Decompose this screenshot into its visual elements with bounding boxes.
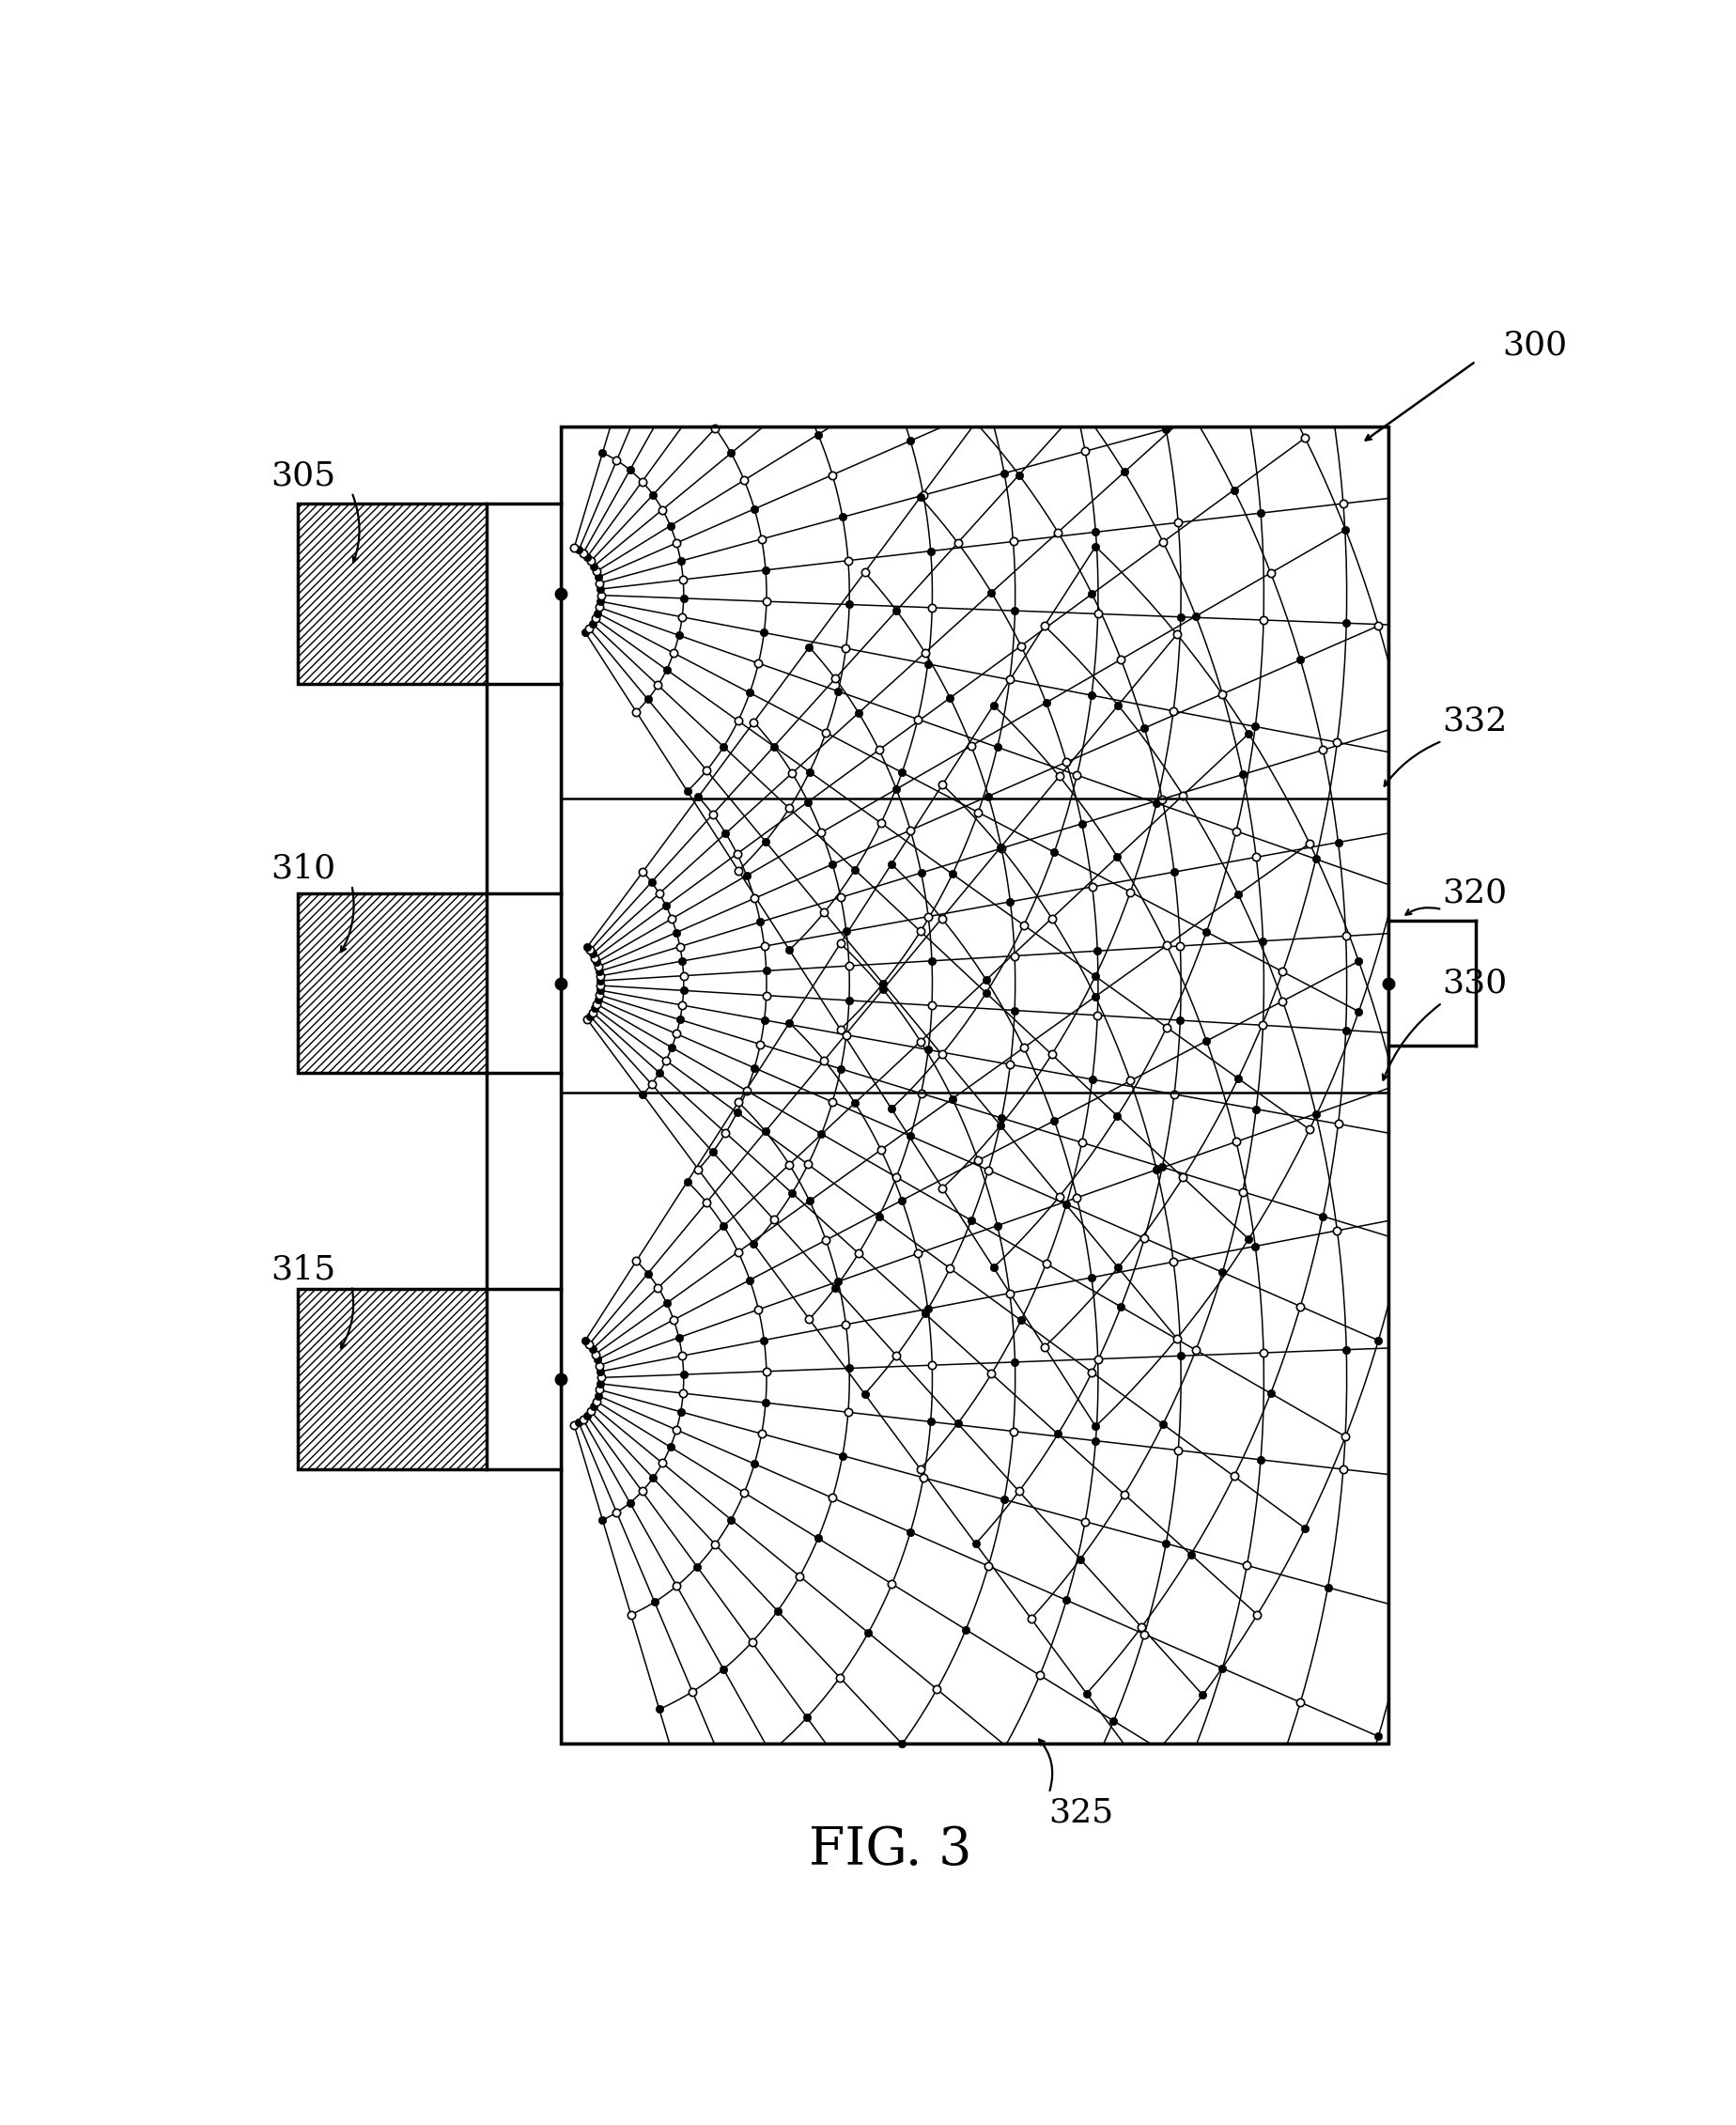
Text: FIG. 3: FIG. 3 (809, 1825, 970, 1876)
Text: 320: 320 (1441, 878, 1507, 909)
Text: 310: 310 (271, 852, 335, 884)
Text: 330: 330 (1441, 967, 1507, 999)
Bar (299, 892, 486, 1073)
Text: 332: 332 (1441, 706, 1507, 737)
Text: 325: 325 (1049, 1798, 1113, 1830)
Bar (561, 1745, 1387, 1891)
Bar (561, 427, 1387, 1745)
Text: 305: 305 (271, 459, 335, 491)
Bar (217, 255, 561, 1891)
Bar (1387, 255, 1562, 1891)
Bar (561, 255, 1387, 427)
Text: 315: 315 (271, 1254, 335, 1286)
Text: 300: 300 (1502, 329, 1568, 361)
Bar (561, 427, 1387, 1745)
Bar (299, 1290, 486, 1468)
Bar (299, 504, 486, 684)
